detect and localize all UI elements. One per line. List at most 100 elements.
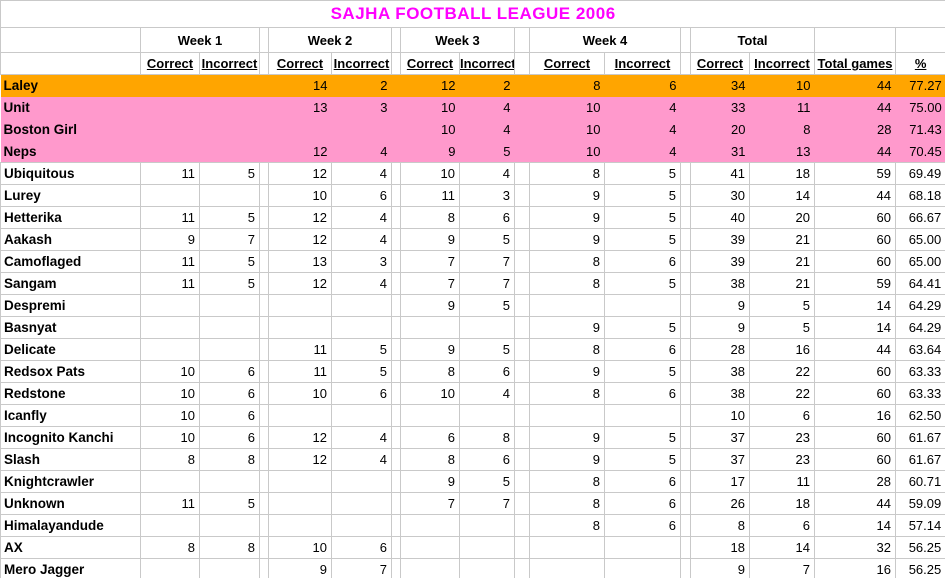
cell-week3-incorrect (459, 536, 515, 559)
cell-percent: 66.67 (894, 206, 945, 229)
cell-week4-correct: 10 (529, 118, 605, 141)
cell-total-games: 60 (814, 360, 896, 383)
cell-week2-incorrect: 4 (331, 140, 392, 163)
cell-total-incorrect: 23 (749, 448, 815, 471)
cell-week4-incorrect: 5 (604, 162, 681, 185)
cell-week1-incorrect: 8 (199, 536, 260, 559)
cell-week1-incorrect: 6 (199, 360, 260, 383)
cell-week3-correct (400, 536, 460, 559)
spacer-cell (259, 96, 269, 119)
cell-week2-incorrect: 4 (331, 448, 392, 471)
cell-week2-correct: 10 (268, 536, 332, 559)
cell-percent: 77.27 (895, 74, 945, 97)
cell-week4-correct: 8 (529, 272, 605, 295)
cell-week2-correct (268, 404, 332, 427)
cell-week2-correct: 12 (268, 228, 332, 251)
week1-header: Week 1 (140, 27, 260, 53)
cell-week3-correct: 7 (400, 272, 460, 295)
cell-week1-incorrect (199, 470, 260, 493)
cell-week2-incorrect (331, 316, 392, 339)
cell-week3-incorrect: 8 (459, 426, 515, 449)
spacer-cell (259, 250, 269, 273)
spacer-cell (680, 250, 691, 273)
spacer-cell (391, 426, 401, 449)
cell-week4-correct: 9 (529, 228, 605, 251)
cell-percent: 63.64 (894, 338, 945, 361)
cell-total-correct: 37 (690, 426, 750, 449)
cell-week3-correct: 8 (400, 448, 460, 471)
table-row: Icanfly 10 6 10 6 16 62.50 (0, 404, 945, 427)
cell-percent: 69.49 (894, 162, 945, 185)
cell-week3-correct: 12 (400, 74, 460, 97)
spacer-cell (514, 74, 530, 97)
spacer-cell (680, 184, 691, 207)
cell-week2-correct: 10 (268, 382, 332, 405)
cell-week3-correct (400, 316, 460, 339)
spacer-cell (514, 514, 530, 537)
cell-week4-incorrect (604, 404, 681, 427)
cell-week2-correct (268, 514, 332, 537)
cell-week4-correct (529, 294, 605, 317)
spacer-cell (391, 316, 401, 339)
cell-total-correct: 26 (690, 492, 750, 515)
spacer-cell (391, 294, 401, 317)
cell-week3-correct: 10 (400, 162, 460, 185)
spacer-cell (680, 96, 691, 119)
cell-total-correct: 41 (690, 162, 750, 185)
cell-name: Knightcrawler (0, 470, 141, 493)
spacer-cell (514, 27, 530, 53)
cell-week4-correct: 9 (529, 448, 605, 471)
spacer-cell (391, 27, 401, 53)
cell-total-incorrect: 6 (749, 404, 815, 427)
cell-week3-incorrect (459, 514, 515, 537)
cell-percent: 64.29 (894, 294, 945, 317)
cell-week4-incorrect (604, 536, 681, 559)
week2-incorrect-header: Incorrect (331, 52, 392, 75)
spacer-cell (514, 404, 530, 427)
cell-percent: 65.00 (894, 250, 945, 273)
cell-total-games: 44 (814, 74, 896, 97)
spacer-cell (680, 360, 691, 383)
cell-total-correct: 20 (690, 118, 750, 141)
cell-total-correct: 30 (690, 184, 750, 207)
cell-total-games: 16 (814, 404, 896, 427)
total-correct-header: Correct (690, 52, 750, 75)
spacer-cell (391, 492, 401, 515)
spacer-cell (514, 118, 530, 141)
cell-week3-correct (400, 558, 460, 578)
cell-total-correct: 9 (690, 294, 750, 317)
cell-total-games: 14 (814, 514, 896, 537)
cell-week2-incorrect: 3 (331, 96, 392, 119)
cell-total-correct: 28 (690, 338, 750, 361)
table-row: Slash 8 8 12 4 8 6 9 5 37 23 60 61.67 (0, 448, 945, 471)
cell-total-games: 28 (814, 118, 896, 141)
cell-name: Basnyat (0, 316, 141, 339)
cell-week4-incorrect: 6 (604, 470, 681, 493)
spacer-cell (514, 52, 530, 75)
cell-week4-incorrect: 5 (604, 360, 681, 383)
cell-week2-correct: 13 (268, 250, 332, 273)
cell-week4-incorrect: 5 (604, 426, 681, 449)
table-body: Laley 14 2 12 2 8 6 34 10 44 77.27 Unit 13 3 10 4 10 4 33 1… (0, 74, 945, 578)
cell-week3-incorrect (459, 404, 515, 427)
cell-week1-correct (140, 118, 200, 141)
total-incorrect-header: Incorrect (749, 52, 815, 75)
week-header-row: Week 1 Week 2 Week 3 Week 4 Total (0, 27, 945, 53)
cell-total-games: 14 (814, 316, 896, 339)
spacer-cell (259, 228, 269, 251)
cell-total-correct: 34 (690, 74, 750, 97)
cell-week3-correct: 9 (400, 470, 460, 493)
cell-week2-incorrect: 7 (331, 558, 392, 578)
cell-name: Slash (0, 448, 141, 471)
spacer-cell (680, 162, 691, 185)
spacer-cell (514, 140, 530, 163)
cell-name: Incognito Kanchi (0, 426, 141, 449)
cell-week2-incorrect: 4 (331, 228, 392, 251)
cell-percent: 57.14 (894, 514, 945, 537)
cell-total-incorrect: 14 (749, 184, 815, 207)
cell-week1-correct (140, 96, 200, 119)
spacer-cell (680, 74, 691, 97)
cell-week1-correct: 11 (140, 206, 200, 229)
cell-percent: 71.43 (895, 118, 945, 141)
spacer-cell (680, 426, 691, 449)
